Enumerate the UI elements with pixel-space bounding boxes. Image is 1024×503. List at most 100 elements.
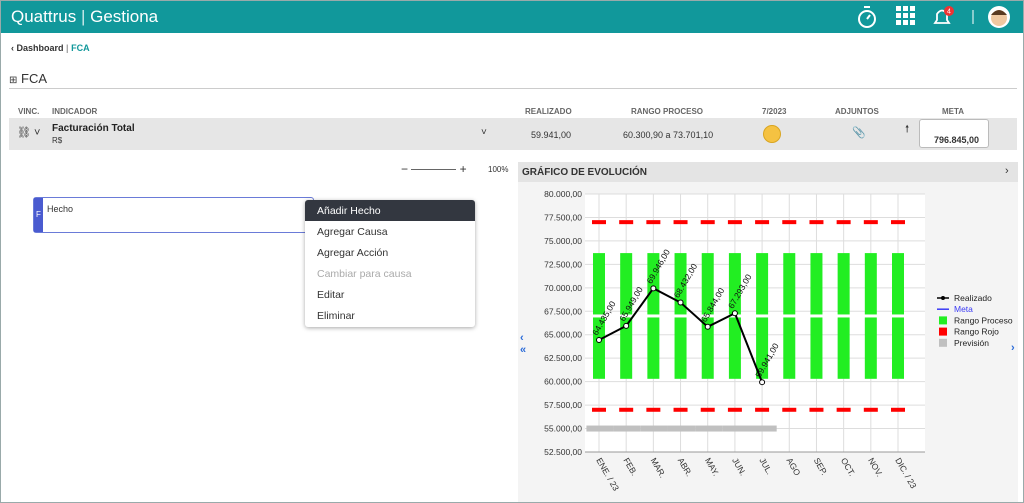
forecast-bar <box>722 425 750 432</box>
realizado-point <box>704 323 711 330</box>
breadcrumb-current: FCA <box>71 43 90 53</box>
top-bar: Quattrus | Gestiona 4 <box>1 1 1023 33</box>
red-range-mark <box>782 407 797 412</box>
x-tick-label: SEP. <box>812 456 830 477</box>
meta-mark <box>592 314 606 318</box>
red-range-mark <box>727 220 742 225</box>
timer-icon[interactable] <box>858 6 876 28</box>
bell-icon[interactable]: 4 <box>933 6 954 24</box>
chart: 52.500,00 55.000,00 57.500,00 60.000,00 62.5… <box>544 189 1013 493</box>
legend-label: Previsión <box>954 338 989 348</box>
link-icon[interactable]: ⛓ ˅ <box>17 127 41 139</box>
menu-item[interactable]: Eliminar <box>317 310 355 322</box>
forecast-bar <box>613 425 641 432</box>
red-range-mark <box>836 407 851 412</box>
avatar[interactable] <box>988 6 1010 28</box>
legend-swatch <box>939 338 947 347</box>
title-text: FCA <box>21 71 48 86</box>
red-range-mark <box>727 407 742 412</box>
x-tick-label: ABR. <box>676 456 695 478</box>
expand-arrow[interactable]: › <box>1005 165 1009 177</box>
col-header: VINC. <box>18 107 40 116</box>
up-arrow: 🠕 <box>905 124 910 135</box>
forecast-bar <box>640 425 668 432</box>
forecast-bar <box>695 425 723 432</box>
realizado-point <box>650 285 657 292</box>
fca-node[interactable]: F Hecho <box>33 197 314 233</box>
dropdown-arrow[interactable]: ˅ <box>481 127 487 138</box>
x-tick-label: MAR. <box>649 456 668 479</box>
red-range-mark <box>809 407 824 412</box>
menu-item[interactable]: Editar <box>317 289 345 301</box>
y-tick-label: 55.000,00 <box>544 424 582 434</box>
red-range-mark <box>592 407 606 412</box>
brand[interactable]: Quattrus | Gestiona <box>11 7 159 26</box>
meta-mark <box>782 314 797 318</box>
apps-icon[interactable] <box>896 6 915 25</box>
x-tick-label: MAY. <box>703 456 721 478</box>
red-range-mark <box>809 220 824 225</box>
forecast-bar <box>586 425 614 432</box>
col-header: RANGO PROCESO <box>631 107 704 116</box>
red-range-mark <box>700 220 715 225</box>
meta-mark <box>809 314 824 318</box>
legend-label: Meta <box>954 304 973 314</box>
legend-label: Rango Rojo <box>954 327 999 337</box>
realizado-point <box>623 322 630 329</box>
red-range-mark <box>863 220 878 225</box>
next-arrow[interactable]: › <box>1011 342 1015 354</box>
page-title: ⊞ FCA <box>9 71 48 86</box>
realizado-point <box>731 310 738 317</box>
y-tick-label: 80.000,00 <box>544 189 582 199</box>
breadcrumb-link[interactable]: Dashboard <box>16 43 64 53</box>
red-range-mark <box>755 220 770 225</box>
indicator-name: Facturación Total <box>52 123 135 134</box>
breadcrumb: ‹ Dashboard | FCA <box>11 43 90 53</box>
menu-item[interactable]: Añadir Hecho <box>305 200 475 221</box>
zoom-control[interactable]: − + <box>401 162 467 176</box>
red-range-mark <box>619 220 634 225</box>
node-badge: F <box>34 198 43 232</box>
y-tick-label: 52.500,00 <box>544 447 582 457</box>
notification-count: 4 <box>947 9 951 16</box>
red-range-mark <box>891 220 905 225</box>
red-range-mark <box>646 220 661 225</box>
red-range-mark <box>863 407 878 412</box>
meta-mark <box>673 314 688 318</box>
red-range-mark <box>891 407 905 412</box>
red-range-mark <box>700 407 715 412</box>
status-light[interactable] <box>763 125 781 143</box>
menu-item: Cambiar para causa <box>317 268 412 280</box>
legend-item: Realizado <box>937 293 992 303</box>
realizado-value: 59.941,00 <box>531 130 572 140</box>
x-tick-label: ENE. / 23 <box>594 456 621 493</box>
legend-item: Previsión <box>939 338 989 348</box>
header-icons: 4 <box>858 6 1010 28</box>
legend-item: Meta <box>937 304 973 314</box>
product-name: Gestiona <box>90 7 159 26</box>
legend-swatch <box>939 327 947 336</box>
y-tick-label: 57.500,00 <box>544 400 582 410</box>
realizado-point <box>596 337 602 344</box>
red-range-mark <box>646 407 661 412</box>
chart-panel: GRÁFICO DE EVOLUCIÓN › ‹ « › 52.500,00 55.… <box>518 162 1018 502</box>
menu-item[interactable]: Agregar Causa <box>317 226 388 238</box>
menu-item[interactable]: Agregar Acción <box>317 247 389 259</box>
prev-arrows[interactable]: ‹ « <box>520 332 527 356</box>
x-tick-label: OCT. <box>839 456 857 478</box>
meta-input[interactable]: 796.845,00 <box>919 119 989 148</box>
attachment-icon[interactable]: 📎 <box>852 127 866 139</box>
meta-mark <box>700 314 715 318</box>
forecast-bar <box>667 425 696 432</box>
meta-mark <box>755 314 770 318</box>
y-tick-label: 65.000,00 <box>544 330 582 340</box>
node-label: Hecho <box>47 204 74 214</box>
legend-label: Realizado <box>954 293 992 303</box>
red-range-mark <box>592 220 606 225</box>
col-header: INDICADOR <box>52 107 98 116</box>
y-tick-label: 75.000,00 <box>544 236 582 246</box>
x-tick-label: DIC. / 23 <box>893 456 919 490</box>
legend-item: Rango Rojo <box>939 327 999 337</box>
y-tick-label: 72.500,00 <box>544 259 582 269</box>
realizado-point <box>677 299 684 306</box>
